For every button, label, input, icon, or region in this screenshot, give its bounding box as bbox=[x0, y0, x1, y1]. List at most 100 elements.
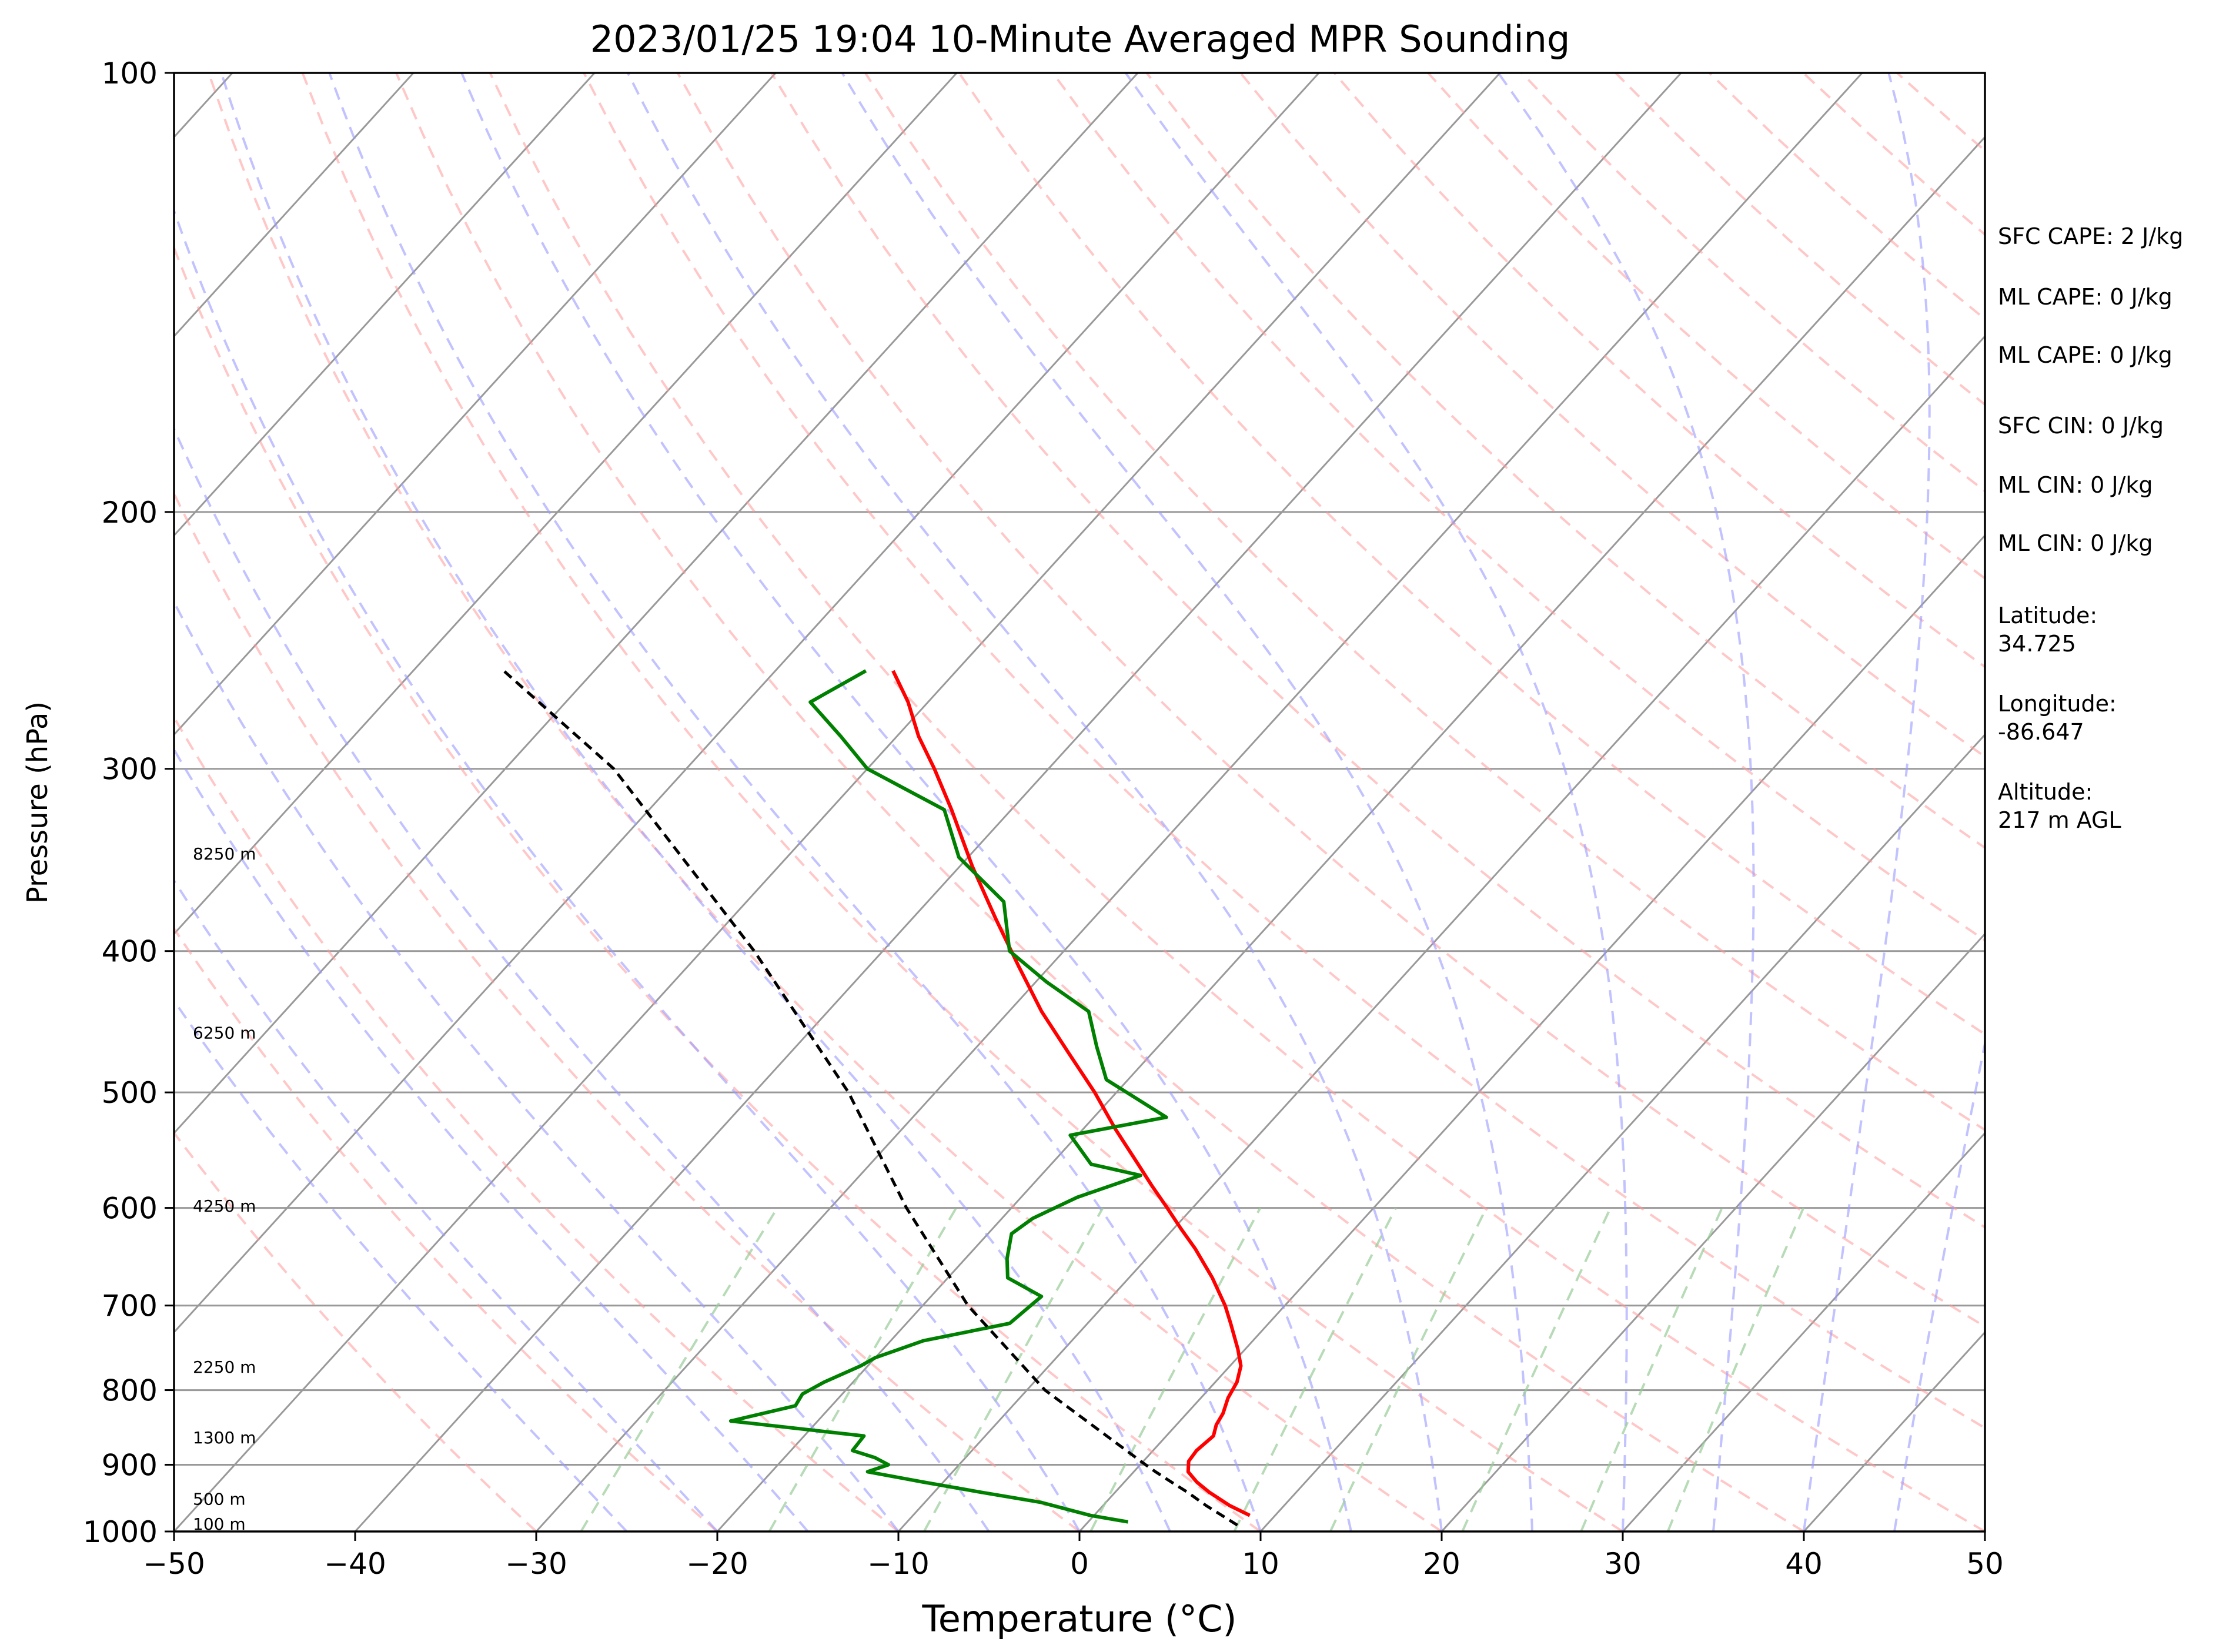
y-tick-label: 500 bbox=[102, 1076, 158, 1110]
isotherm-line bbox=[174, 73, 1320, 1334]
y-tick-label: 200 bbox=[102, 496, 158, 530]
data-lines bbox=[503, 669, 1251, 1527]
dry-adiabat-line bbox=[1052, 73, 1985, 942]
y-tick-label: 1000 bbox=[83, 1515, 158, 1549]
chart-title: 2023/01/25 19:04 10-Minute Averaged MPR … bbox=[590, 18, 1570, 61]
dry-adiabat-line bbox=[174, 1131, 537, 1531]
dry-adiabat-line bbox=[1239, 73, 1985, 758]
mixing-ratio-line bbox=[580, 1207, 778, 1531]
moist-adiabat-line bbox=[1497, 73, 1755, 1531]
background-lines bbox=[174, 73, 1985, 1531]
x-tick-label: −40 bbox=[324, 1547, 386, 1581]
temperature-line bbox=[891, 670, 1251, 1517]
sounding-parameters: SFC CAPE: 2 J/kg ML CAPE: 0 J/kg ML CAPE… bbox=[1998, 223, 2183, 833]
mixing-ratio-line bbox=[1233, 1207, 1397, 1531]
dry-adiabat-line bbox=[489, 73, 1985, 1531]
y-axis: 100 200 300 400 500 600 700 800 900 1000 bbox=[83, 56, 174, 1549]
y-tick-label: 100 bbox=[102, 56, 158, 91]
dry-adiabat-line bbox=[770, 73, 1985, 1229]
mixing-ratio-line bbox=[1461, 1207, 1612, 1531]
y-tick-label: 700 bbox=[102, 1289, 158, 1323]
dry-adiabat-line bbox=[864, 73, 1985, 1132]
longitude-value: -86.647 bbox=[1998, 719, 2084, 745]
y-tick-label: 400 bbox=[102, 935, 158, 969]
x-tick-label: 30 bbox=[1604, 1547, 1642, 1581]
isotherm-line bbox=[174, 73, 958, 935]
moist-adiabat-line bbox=[1893, 1038, 1985, 1531]
dry-adiabat-line bbox=[1145, 73, 1985, 850]
moist-adiabat-line bbox=[1124, 73, 1628, 1531]
dry-adiabat-line bbox=[395, 73, 1805, 1531]
moist-adiabat-line bbox=[174, 878, 718, 1531]
dry-adiabat-line bbox=[301, 73, 1624, 1531]
altitude-value: 217 m AGL bbox=[1998, 807, 2121, 833]
sfc-cin-text: SFC CIN: 0 J/kg bbox=[1998, 413, 2164, 439]
isotherm-line bbox=[1440, 932, 1985, 1531]
height-label: 2250 m bbox=[193, 1357, 256, 1377]
y-axis-label: Pressure (hPa) bbox=[21, 701, 54, 904]
height-label: 100 m bbox=[193, 1514, 246, 1534]
moist-adiabat-line bbox=[1803, 73, 1931, 1531]
isotherm-line bbox=[174, 73, 1501, 1531]
latitude-value: 34.725 bbox=[1998, 631, 2076, 657]
x-axis-label: Temperature (°C) bbox=[921, 1597, 1236, 1640]
moist-adiabat-line bbox=[174, 998, 628, 1531]
mixing-ratio-line bbox=[1089, 1207, 1262, 1531]
isotherm-line bbox=[174, 73, 415, 338]
isotherm-line bbox=[535, 73, 1863, 1531]
isotherm-line bbox=[174, 73, 596, 537]
x-tick-label: 20 bbox=[1423, 1547, 1460, 1581]
height-labels: 100 m 500 m 1300 m 2250 m 4250 m 6250 m 8250 m bbox=[193, 844, 256, 1534]
ml-cin-text-2: ML CIN: 0 J/kg bbox=[1998, 530, 2153, 556]
isotherm-line bbox=[354, 73, 1682, 1531]
x-tick-label: 50 bbox=[1966, 1547, 2004, 1581]
y-tick-label: 600 bbox=[102, 1192, 158, 1226]
x-axis: −50 −40 −30 −20 −10 0 10 20 30 40 50 bbox=[143, 1531, 2004, 1581]
moist-adiabat-line bbox=[627, 73, 1443, 1531]
ml-cape-text: ML CAPE: 0 J/kg bbox=[1998, 284, 2172, 310]
mixing-ratio-line bbox=[1329, 1207, 1488, 1531]
mixing-ratio-line bbox=[768, 1207, 958, 1531]
sfc-cape-text: SFC CAPE: 2 J/kg bbox=[1998, 223, 2183, 249]
parcel-path-line bbox=[503, 670, 1238, 1527]
latitude-label: Latitude: bbox=[1998, 603, 2097, 628]
altitude-label: Altitude: bbox=[1998, 779, 2093, 805]
ml-cin-text: ML CIN: 0 J/kg bbox=[1998, 472, 2153, 498]
dry-adiabat-line bbox=[1333, 73, 1985, 668]
x-tick-label: −50 bbox=[143, 1547, 205, 1581]
x-tick-label: 10 bbox=[1242, 1547, 1279, 1581]
dry-adiabat-line bbox=[174, 715, 900, 1531]
isotherm-line bbox=[1622, 1132, 1985, 1531]
y-tick-label: 900 bbox=[102, 1448, 158, 1482]
height-label: 6250 m bbox=[193, 1024, 256, 1043]
isotherm-line bbox=[897, 335, 1985, 1531]
y-tick-label: 800 bbox=[102, 1374, 158, 1408]
moist-adiabat-line bbox=[460, 73, 1352, 1531]
dry-adiabat-line bbox=[208, 73, 1443, 1531]
x-tick-label: −10 bbox=[867, 1547, 930, 1581]
x-tick-label: 0 bbox=[1070, 1547, 1089, 1581]
isotherm-line bbox=[1078, 534, 1985, 1531]
moist-adiabat-line bbox=[328, 73, 1262, 1531]
height-label: 8250 m bbox=[193, 844, 256, 864]
dry-adiabat-line bbox=[174, 245, 1262, 1531]
x-tick-label: −30 bbox=[505, 1547, 567, 1581]
isotherm-line bbox=[174, 73, 1139, 1135]
x-tick-label: 40 bbox=[1785, 1547, 1823, 1581]
height-label: 1300 m bbox=[193, 1428, 256, 1447]
longitude-label: Longitude: bbox=[1998, 691, 2117, 717]
mixing-ratio-line bbox=[923, 1207, 1104, 1531]
moist-adiabat-line bbox=[174, 207, 1081, 1531]
mixing-ratio-line bbox=[1580, 1207, 1723, 1531]
plot-frame bbox=[173, 72, 1986, 1533]
moist-adiabat-line bbox=[174, 426, 990, 1531]
dry-adiabat-line bbox=[583, 73, 1985, 1430]
ml-cape-text-2: ML CAPE: 0 J/kg bbox=[1998, 342, 2172, 368]
isotherm-line bbox=[716, 135, 1985, 1531]
moist-adiabat-line bbox=[841, 73, 1533, 1531]
isotherm-line bbox=[174, 73, 777, 736]
mixing-ratio-line bbox=[1666, 1207, 1805, 1531]
x-tick-label: −20 bbox=[686, 1547, 748, 1581]
y-tick-label: 300 bbox=[102, 753, 158, 787]
